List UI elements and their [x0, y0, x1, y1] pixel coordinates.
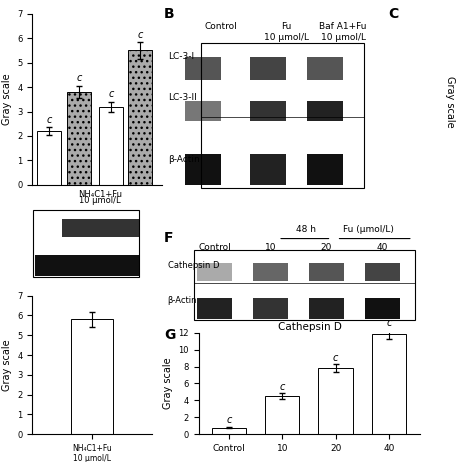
FancyBboxPatch shape — [253, 298, 288, 319]
Text: LC-3-I: LC-3-I — [168, 52, 195, 61]
Text: 10 μmol/L: 10 μmol/L — [264, 33, 309, 42]
FancyBboxPatch shape — [309, 298, 344, 319]
FancyBboxPatch shape — [185, 56, 221, 80]
Text: β-Actin: β-Actin — [168, 155, 200, 164]
Bar — [194, 250, 415, 320]
Y-axis label: Gray scale: Gray scale — [2, 73, 12, 125]
Text: c: c — [76, 73, 81, 84]
Text: NH₄C1+Fu: NH₄C1+Fu — [78, 190, 122, 199]
Text: Cathepsin D: Cathepsin D — [168, 261, 219, 270]
Bar — [372, 334, 406, 434]
Title: Cathepsin D: Cathepsin D — [278, 322, 341, 332]
FancyBboxPatch shape — [249, 101, 286, 121]
Text: 10 μmol/L: 10 μmol/L — [321, 33, 366, 42]
Bar — [99, 107, 123, 185]
Y-axis label: Gray scale: Gray scale — [2, 339, 12, 391]
FancyBboxPatch shape — [309, 263, 344, 281]
Bar — [212, 427, 246, 434]
Text: Fu: Fu — [281, 22, 292, 30]
Bar — [265, 396, 299, 434]
Text: C: C — [388, 7, 398, 21]
Bar — [67, 92, 91, 185]
Bar — [128, 50, 152, 185]
Text: c: c — [138, 30, 143, 40]
Text: β-Actin: β-Actin — [168, 296, 197, 304]
FancyBboxPatch shape — [35, 255, 139, 275]
Bar — [318, 368, 353, 434]
Text: c: c — [226, 415, 231, 425]
Text: B: B — [164, 7, 175, 21]
Text: F: F — [164, 231, 174, 245]
Text: Control: Control — [198, 243, 231, 252]
Text: LC-3-II: LC-3-II — [168, 93, 197, 102]
FancyBboxPatch shape — [62, 219, 139, 237]
Text: 10 μmol/L: 10 μmol/L — [79, 196, 121, 205]
Text: c: c — [333, 353, 338, 363]
Text: c: c — [108, 89, 114, 99]
FancyBboxPatch shape — [249, 153, 286, 185]
Text: Gray scale: Gray scale — [445, 76, 456, 128]
Text: c: c — [47, 115, 52, 125]
Bar — [71, 319, 114, 434]
Bar — [37, 131, 61, 185]
FancyBboxPatch shape — [307, 56, 343, 80]
Bar — [201, 43, 364, 188]
FancyBboxPatch shape — [185, 101, 221, 121]
FancyBboxPatch shape — [253, 263, 288, 281]
Text: G: G — [164, 328, 176, 342]
FancyBboxPatch shape — [307, 153, 343, 185]
FancyBboxPatch shape — [365, 298, 400, 319]
Text: Baf A1+Fu: Baf A1+Fu — [319, 22, 367, 30]
FancyBboxPatch shape — [307, 101, 343, 121]
Text: Control: Control — [205, 22, 237, 30]
Text: 20: 20 — [321, 243, 332, 252]
Text: c: c — [280, 382, 285, 391]
FancyBboxPatch shape — [249, 56, 286, 80]
Text: 40: 40 — [377, 243, 388, 252]
FancyBboxPatch shape — [365, 263, 400, 281]
Text: Fu (μmol/L): Fu (μmol/L) — [343, 225, 394, 234]
Bar — [33, 210, 139, 277]
Text: 48 h: 48 h — [296, 225, 316, 234]
FancyBboxPatch shape — [197, 298, 232, 319]
FancyBboxPatch shape — [197, 263, 232, 281]
FancyBboxPatch shape — [185, 153, 221, 185]
Text: c: c — [386, 318, 392, 328]
Y-axis label: Gray scale: Gray scale — [163, 358, 173, 409]
Text: 10: 10 — [265, 243, 276, 252]
